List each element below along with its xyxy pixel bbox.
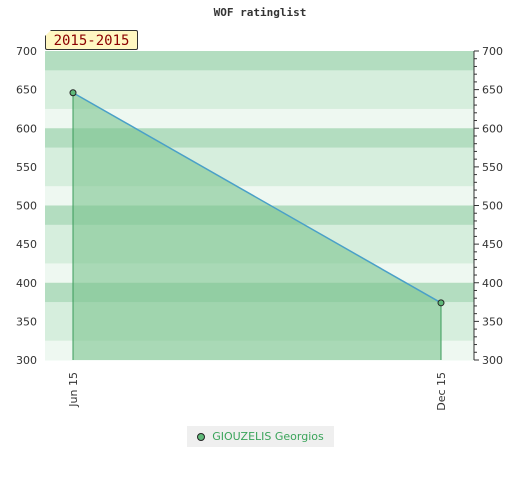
series-area <box>69 89 445 360</box>
y-tick-label-left: 650 <box>16 84 37 97</box>
y-tick-label-right: 700 <box>482 45 503 58</box>
y-tick-label-right: 450 <box>482 238 503 251</box>
y-tick-label-left: 350 <box>16 315 37 328</box>
y-tick-label-right: 400 <box>482 277 503 290</box>
chart-plot: 300 350 400 450 500 550 600 650 700 300 350 400 450… <box>16 45 503 411</box>
x-tick-label: Dec 15 <box>435 372 448 411</box>
y-axis-left: 300 350 400 450 500 550 600 650 700 <box>16 45 37 367</box>
grid-band <box>45 51 474 71</box>
y-tick-label-left: 700 <box>16 45 37 58</box>
series-line <box>72 92 442 304</box>
y-tick-label-left: 500 <box>16 200 37 213</box>
grid-band <box>45 70 474 91</box>
legend: GIOUZELIS Georgios <box>187 426 334 447</box>
y-tick-label-left: 400 <box>16 277 37 290</box>
y-tick-label-left: 300 <box>16 354 37 367</box>
chart-title: WOF ratinglist <box>213 6 307 19</box>
y-tick-label-left: 450 <box>16 238 37 251</box>
x-tick-label: Jun 15 <box>67 372 80 408</box>
data-point <box>437 299 445 307</box>
period-badge: 2015-2015 <box>45 30 138 50</box>
data-point <box>69 89 77 97</box>
legend-marker <box>197 432 206 441</box>
y-tick-label-right: 600 <box>482 122 503 135</box>
y-tick-label-right: 300 <box>482 354 503 367</box>
y-tick-label-right: 500 <box>482 200 503 213</box>
y-tick-label-right: 650 <box>482 84 503 97</box>
y-axis-right: 300 350 400 450 500 550 600 650 700 <box>473 45 503 367</box>
legend-label: GIOUZELIS Georgios <box>212 430 324 443</box>
y-tick-label-right: 550 <box>482 161 503 174</box>
x-axis: Jun 15 Dec 15 <box>67 372 448 411</box>
series-area-fill <box>73 92 441 360</box>
y-tick-label-left: 550 <box>16 161 37 174</box>
y-tick-label-left: 600 <box>16 122 37 135</box>
grid-band <box>45 89 474 110</box>
grid-band <box>45 108 474 129</box>
y-tick-label-right: 350 <box>482 315 503 328</box>
